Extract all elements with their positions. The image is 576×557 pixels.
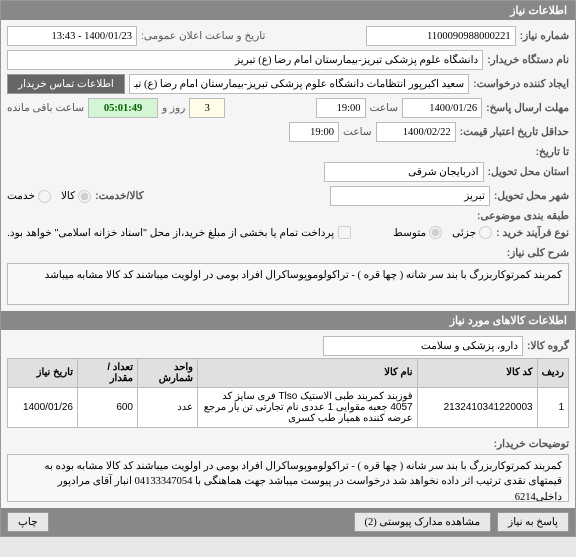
validity-label: حداقل تاریخ اعتبار قیمت: — [460, 126, 569, 138]
validity-date-field — [376, 122, 456, 142]
table-row: 1 2132410341220003 قوزبند کمربند طبی الا… — [8, 387, 569, 427]
treasury-checkbox — [338, 226, 351, 239]
category-label: طبقه بندی موضوعی: — [477, 210, 569, 222]
main-title-text — [7, 263, 569, 305]
reply-time-label: ساعت — [370, 102, 399, 114]
need-no-label: شماره نیاز: — [520, 30, 569, 42]
main-title-label: شرح کلی نیاز: — [507, 243, 569, 259]
cell-qty: 600 — [78, 387, 138, 427]
goods-group-field — [323, 336, 523, 356]
view-attachments-button[interactable]: مشاهده مدارک پیوستی (2) — [354, 512, 492, 532]
validity-time-field — [289, 122, 339, 142]
service-radio — [38, 190, 51, 203]
remain-days-label: روز و — [162, 102, 185, 114]
announce-field — [7, 26, 137, 46]
th-name: نام کالا — [198, 358, 418, 387]
delivery-state-field — [324, 162, 484, 182]
cell-index: 1 — [537, 387, 568, 427]
th-date: تاریخ نیاز — [8, 358, 78, 387]
buyer-desc-text — [7, 454, 569, 502]
remain-suffix-label: ساعت باقی مانده — [7, 102, 84, 114]
reply-deadline-label: مهلت ارسال پاسخ: — [486, 102, 569, 114]
purchase-type-group: جزئی متوسط — [393, 226, 492, 239]
goods-service-group: کالا خدمت — [7, 190, 91, 203]
th-index: ردیف — [537, 358, 568, 387]
goods-radio — [78, 190, 91, 203]
print-button[interactable]: چاپ — [7, 512, 49, 532]
th-unit: واحد شمارش — [138, 358, 198, 387]
remain-time-field — [88, 98, 158, 118]
buyer-org-label: نام دستگاه خریدار: — [487, 54, 569, 66]
goods-service-label: کالا/خدمت: — [95, 190, 144, 202]
announce-label: تاریخ و ساعت اعلان عمومی: — [141, 30, 265, 42]
table-header-row: ردیف کد کالا نام کالا واحد شمارش تعداد /… — [8, 358, 569, 387]
delivery-city-field — [330, 186, 490, 206]
items-table: ردیف کد کالا نام کالا واحد شمارش تعداد /… — [7, 358, 569, 428]
cell-date: 1400/01/26 — [8, 387, 78, 427]
until-label: تا تاریخ: — [536, 146, 569, 158]
contact-buyer-button[interactable]: اطلاعات تماس خریدار — [7, 74, 125, 94]
need-info-panel: اطلاعات نیاز شماره نیاز: تاریخ و ساعت اع… — [0, 0, 576, 537]
panel1-header: اطلاعات نیاز — [1, 1, 575, 20]
th-code: کد کالا — [417, 358, 537, 387]
goods-group-label: گروه کالا: — [527, 340, 569, 352]
type-small-label: جزئی — [452, 227, 476, 239]
treasury-note: پرداخت تمام یا بخشی از مبلغ خرید،از محل … — [7, 227, 334, 239]
reply-time-field — [316, 98, 366, 118]
buyer-org-field — [7, 50, 483, 70]
panel2-header: اطلاعات کالاهای مورد نیاز — [1, 311, 575, 330]
reply-need-button[interactable]: پاسخ به نیاز — [497, 512, 569, 532]
validity-time-label: ساعت — [343, 126, 372, 138]
cell-unit: عدد — [138, 387, 198, 427]
service-radio-label: خدمت — [7, 190, 35, 202]
buyer-desc-label: توضیحات خریدار: — [494, 434, 569, 450]
need-no-field — [366, 26, 516, 46]
purchase-type-label: نوع فرآیند خرید : — [496, 227, 569, 239]
footer-bar: پاسخ به نیاز مشاهده مدارک پیوستی (2) چاپ — [1, 508, 575, 536]
creator-label: ایجاد کننده درخواست: — [473, 78, 569, 90]
cell-name: قوزبند کمربند طبی الاستیک Tlso فری سایز … — [198, 387, 418, 427]
type-small-radio — [479, 226, 492, 239]
reply-date-field — [402, 98, 482, 118]
th-qty: تعداد / مقدار — [78, 358, 138, 387]
cell-code: 2132410341220003 — [417, 387, 537, 427]
delivery-city-label: شهر محل تحویل: — [494, 190, 569, 202]
type-medium-radio — [429, 226, 442, 239]
delivery-state-label: استان محل تحویل: — [488, 166, 569, 178]
goods-radio-label: کالا — [61, 190, 75, 202]
creator-field — [129, 74, 469, 94]
remain-days-field — [189, 98, 225, 118]
type-medium-label: متوسط — [393, 227, 426, 239]
